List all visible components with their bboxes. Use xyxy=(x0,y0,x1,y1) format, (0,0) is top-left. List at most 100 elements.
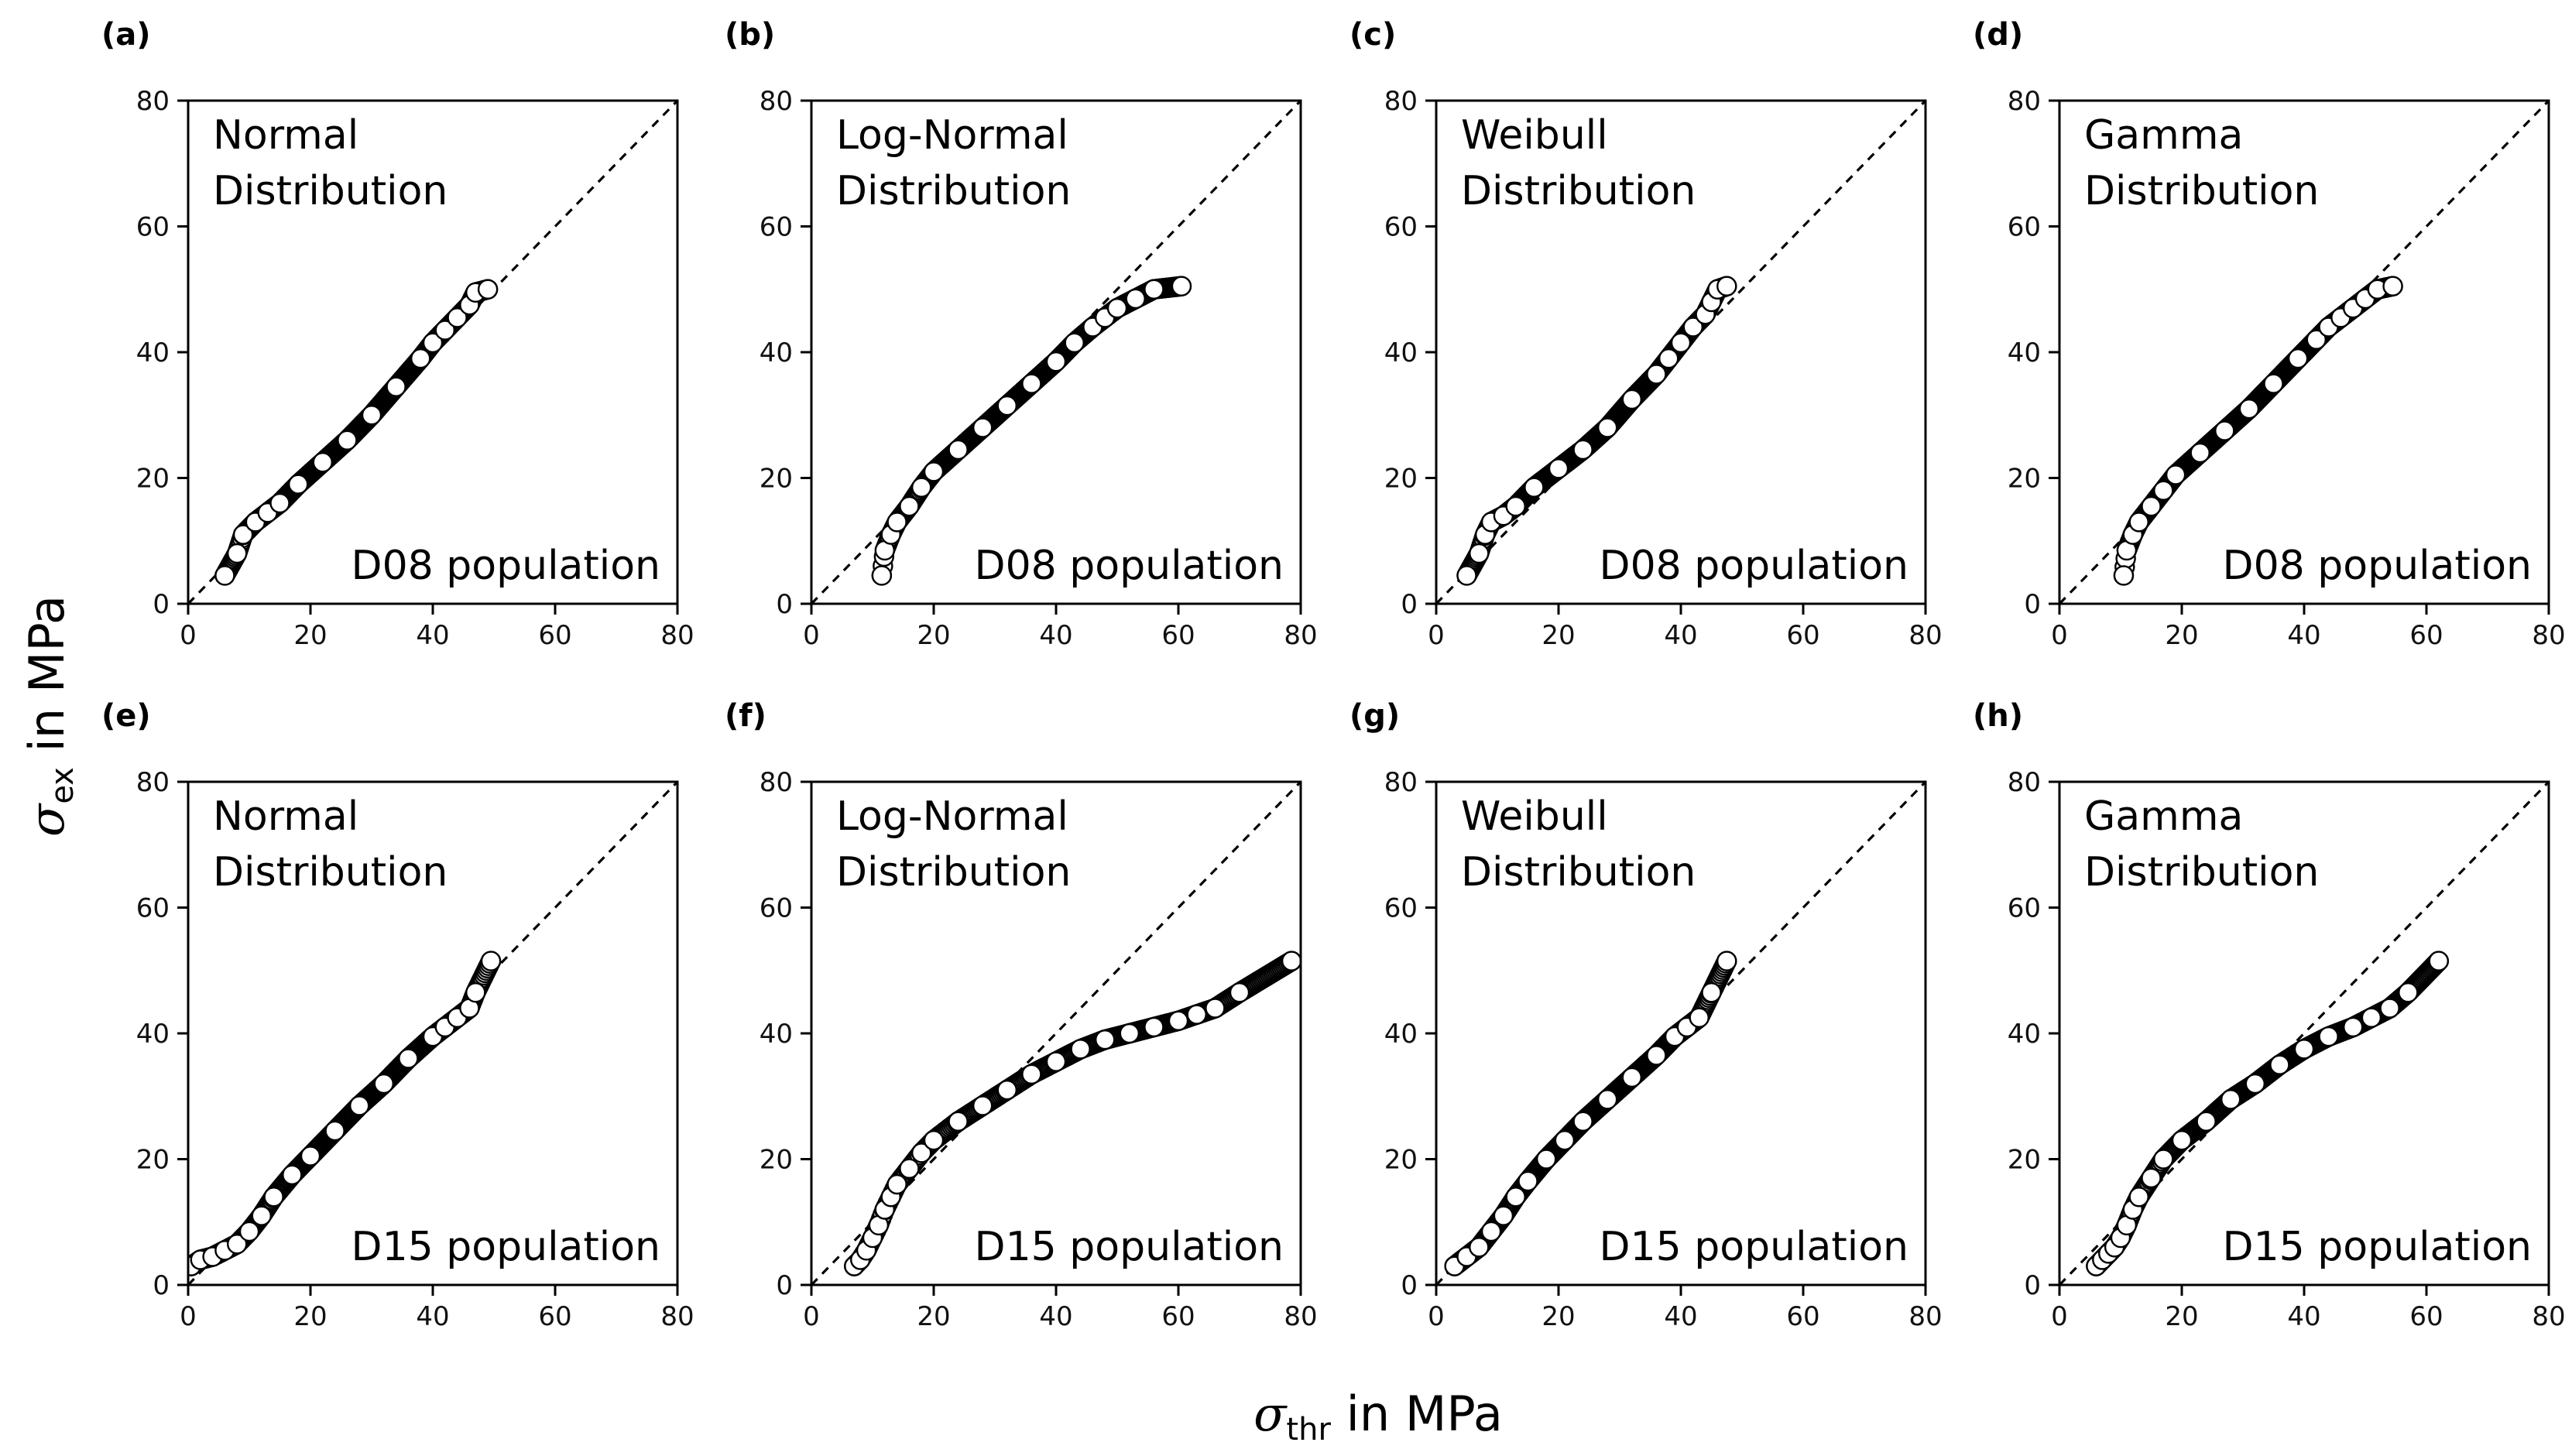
data-point xyxy=(227,543,248,564)
data-point xyxy=(886,512,907,533)
y-tick-label: 80 xyxy=(760,767,793,798)
distribution-label-line1: Gamma xyxy=(2084,112,2243,159)
data-point xyxy=(1125,288,1146,310)
y-tick-label: 0 xyxy=(153,1270,170,1301)
y-axis-unit: in MPa xyxy=(19,595,75,767)
x-tick-label: 60 xyxy=(2409,620,2443,651)
data-point xyxy=(1621,1067,1643,1088)
y-axis-title: σex in MPa xyxy=(19,595,81,837)
data-point xyxy=(214,565,235,586)
x-tick-label: 80 xyxy=(1908,620,1942,651)
x-tick-label: 20 xyxy=(293,620,327,651)
y-tick-label: 40 xyxy=(2008,337,2041,368)
data-point xyxy=(2379,998,2400,1019)
data-point xyxy=(2214,420,2235,441)
panel-letter: (f) xyxy=(725,698,766,734)
data-point xyxy=(282,1164,303,1186)
y-tick-label: 20 xyxy=(2008,464,2041,495)
panel-letter: (b) xyxy=(725,17,775,53)
x-tick-label: 40 xyxy=(1039,1301,1072,1332)
panel-a: 0 20 40 60 80 0 20 40 60 80 (a) Normal Distribution D… xyxy=(101,17,694,651)
data-points xyxy=(1456,276,1737,586)
data-points xyxy=(844,951,1301,1276)
panels-group: 0 20 40 60 80 0 20 40 60 80 (a) Normal Distribution D… xyxy=(101,17,2566,1332)
data-point xyxy=(1021,1064,1042,1085)
x-tick-label: 20 xyxy=(2165,1301,2198,1332)
data-points xyxy=(2086,951,2450,1276)
data-point xyxy=(923,461,945,482)
distribution-label-line2: Distribution xyxy=(1461,849,1696,896)
data-points xyxy=(2113,276,2403,586)
data-point xyxy=(996,395,1018,416)
data-point xyxy=(2113,565,2135,586)
data-point xyxy=(465,982,486,1003)
data-point xyxy=(300,1146,321,1167)
data-point xyxy=(996,1079,1018,1101)
data-point xyxy=(2293,1039,2315,1060)
data-point xyxy=(2244,1073,2266,1095)
data-point xyxy=(2153,480,2174,501)
y-tick-label: 40 xyxy=(760,1019,793,1050)
data-point xyxy=(2306,329,2327,350)
data-point xyxy=(1045,351,1067,372)
data-point xyxy=(2165,464,2186,485)
data-point xyxy=(386,376,406,397)
data-point xyxy=(1621,389,1643,410)
x-tick-label: 80 xyxy=(2532,620,2565,651)
data-point xyxy=(1548,458,1569,479)
x-tick-label: 80 xyxy=(1284,1301,1317,1332)
data-point xyxy=(1119,1023,1140,1044)
data-point xyxy=(1171,276,1192,296)
data-point xyxy=(1572,1111,1593,1132)
y-tick-label: 0 xyxy=(1401,589,1418,620)
distribution-label-line2: Distribution xyxy=(2084,849,2319,896)
data-point xyxy=(972,417,993,438)
data-point xyxy=(2318,1026,2339,1047)
data-point xyxy=(238,1221,260,1242)
data-point xyxy=(1716,951,1737,971)
data-point xyxy=(1517,1170,1538,1192)
y-tick-label: 80 xyxy=(760,86,793,117)
data-point xyxy=(1456,565,1477,586)
data-point xyxy=(886,1173,907,1195)
data-point xyxy=(1658,348,1679,369)
y-tick-label: 60 xyxy=(136,212,170,243)
data-point xyxy=(2196,1111,2217,1132)
distribution-label-line2: Distribution xyxy=(2084,168,2319,214)
x-tick-label: 60 xyxy=(1786,620,1819,651)
data-point xyxy=(1493,1205,1514,1226)
data-point xyxy=(1186,1004,1207,1025)
x-tick-label: 60 xyxy=(1786,1301,1819,1332)
y-tick-label: 20 xyxy=(1384,1145,1418,1176)
y-tick-label: 0 xyxy=(2024,589,2041,620)
data-point xyxy=(410,348,431,369)
distribution-label-line2: Distribution xyxy=(1461,168,1696,214)
y-tick-label: 60 xyxy=(2008,893,2041,924)
data-point xyxy=(1205,998,1226,1019)
data-point xyxy=(1701,982,1722,1003)
data-point xyxy=(434,320,455,341)
data-point xyxy=(1480,1221,1502,1242)
y-tick-label: 20 xyxy=(1384,464,1418,495)
x-axis-subscript: thr xyxy=(1286,1412,1331,1447)
y-tick-label: 60 xyxy=(1384,893,1418,924)
data-point xyxy=(480,951,502,971)
data-point xyxy=(1469,543,1490,564)
y-tick-label: 40 xyxy=(760,337,793,368)
data-point xyxy=(1689,1007,1710,1028)
x-tick-label: 20 xyxy=(2165,620,2198,651)
data-point xyxy=(232,524,254,545)
data-point xyxy=(2342,1016,2364,1038)
x-tick-label: 0 xyxy=(2051,1301,2068,1332)
x-tick-label: 20 xyxy=(1541,1301,1575,1332)
data-point xyxy=(2220,1089,2241,1110)
y-tick-label: 40 xyxy=(136,337,170,368)
y-tick-label: 20 xyxy=(2008,1145,2041,1176)
x-tick-label: 20 xyxy=(917,620,950,651)
x-tick-label: 40 xyxy=(2287,620,2320,651)
x-tick-label: 0 xyxy=(180,1301,197,1332)
data-point xyxy=(923,1129,945,1151)
x-tick-label: 40 xyxy=(416,620,449,651)
data-point xyxy=(2190,442,2210,464)
